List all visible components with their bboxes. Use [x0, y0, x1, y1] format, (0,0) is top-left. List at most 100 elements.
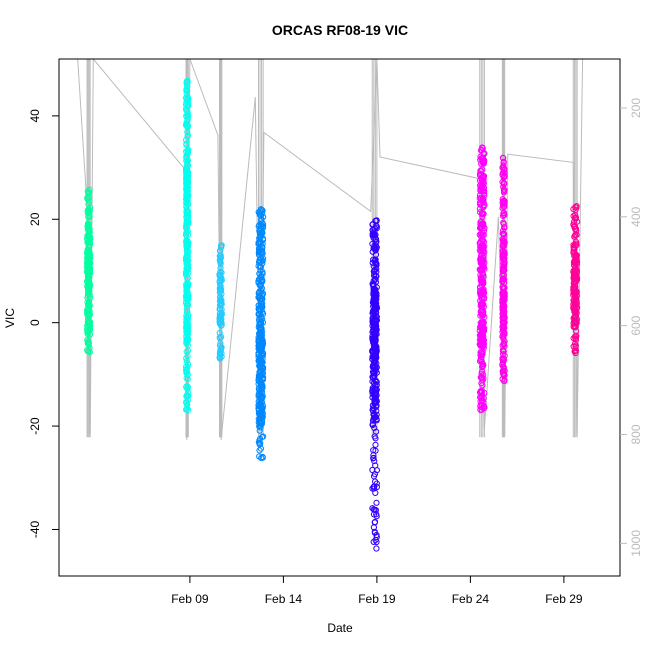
data-point [259, 454, 266, 461]
data-point [480, 340, 487, 348]
data-point [479, 351, 486, 358]
data-point [84, 251, 91, 258]
data-point [370, 454, 377, 461]
data-point [480, 220, 487, 227]
data-point [501, 224, 508, 231]
data-point [501, 319, 508, 326]
data-point [259, 276, 266, 283]
y-axis: -40 -20 0 20 40 [28, 109, 59, 538]
data-point [84, 194, 91, 201]
right-y-tick-label: 600 [629, 315, 643, 335]
data-point [182, 224, 190, 231]
y-tick-label: -20 [28, 417, 42, 435]
data-point [572, 319, 579, 326]
data-point [184, 122, 191, 129]
data-point [499, 301, 507, 308]
data-point [259, 223, 267, 230]
data-point [185, 312, 192, 319]
data-point [478, 319, 486, 327]
data-point [478, 171, 485, 178]
data-point [372, 462, 379, 469]
x-tick-label: Feb 09 [171, 592, 209, 606]
data-point [217, 247, 224, 255]
data-point [84, 287, 92, 294]
data-point [257, 212, 264, 219]
data-point [184, 158, 191, 165]
data-point [86, 270, 94, 277]
data-point [257, 263, 264, 270]
data-point [479, 209, 486, 216]
data-point [500, 163, 507, 170]
data-point [477, 357, 484, 364]
data-point [256, 306, 263, 313]
data-point [501, 197, 508, 204]
data-point [217, 252, 224, 259]
data-point [258, 249, 265, 256]
data-point [370, 511, 378, 518]
data-point [86, 235, 93, 243]
data-point [500, 351, 507, 358]
data-point [257, 324, 264, 331]
series-7 [499, 154, 508, 385]
data-point [499, 205, 506, 212]
right-y-tick-label: 400 [629, 206, 643, 226]
data-point [258, 393, 265, 400]
data-point [499, 355, 507, 362]
data-point [481, 150, 488, 157]
data-point [479, 302, 486, 309]
data-point [257, 411, 264, 418]
data-point [217, 254, 224, 261]
data-point [373, 499, 380, 506]
data-point [370, 538, 377, 546]
data-point [255, 439, 262, 446]
data-point [477, 308, 484, 315]
data-point [257, 267, 264, 274]
data-point [256, 221, 263, 229]
data-point [184, 133, 191, 140]
data-point [257, 445, 264, 452]
data-point [501, 378, 508, 385]
data-point [85, 285, 92, 292]
data-point [255, 351, 262, 358]
data-point [372, 404, 380, 411]
data-point [573, 252, 580, 259]
data-point [217, 294, 224, 301]
data-points [84, 77, 581, 552]
data-point [184, 239, 191, 246]
data-point [481, 313, 488, 321]
chart-title: ORCAS RF08-19 VIC [272, 22, 408, 38]
data-point [479, 312, 486, 319]
data-point [369, 505, 376, 512]
data-point [501, 293, 508, 300]
data-point [85, 348, 92, 355]
data-point [217, 264, 224, 272]
data-point [217, 287, 224, 294]
data-point [184, 171, 191, 178]
data-point [572, 264, 579, 271]
data-point [572, 212, 579, 219]
y-tick-label: -40 [28, 520, 42, 538]
data-point [184, 308, 191, 316]
data-point [500, 256, 508, 263]
data-point [259, 235, 267, 242]
data-point [571, 258, 578, 265]
data-point [371, 333, 378, 340]
data-point [480, 232, 487, 239]
data-point [571, 348, 578, 355]
data-point [572, 275, 580, 282]
data-point [480, 362, 487, 369]
data-point [183, 198, 190, 205]
data-point [372, 489, 379, 496]
data-point [499, 278, 506, 285]
x-axis: Feb 09 Feb 14 Feb 19 Feb 24 Feb 29 [171, 576, 583, 606]
data-point [184, 405, 191, 412]
data-point [571, 233, 578, 240]
data-point [479, 144, 486, 151]
data-point [217, 274, 224, 281]
data-point [185, 217, 192, 224]
data-point [217, 301, 224, 308]
data-point [501, 372, 508, 379]
data-point [85, 339, 92, 346]
data-point [372, 342, 379, 349]
data-point [371, 397, 378, 404]
